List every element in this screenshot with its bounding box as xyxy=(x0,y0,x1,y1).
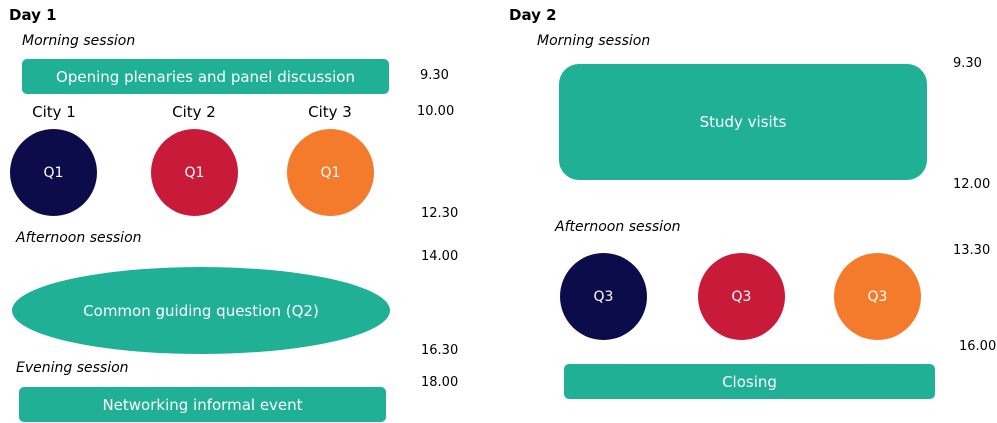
day2-morning-label: Morning session xyxy=(537,33,651,49)
day2-time-1330: 13.30 xyxy=(953,243,991,258)
day1-opening-box: Opening plenaries and panel discussion xyxy=(22,59,389,94)
day2-q3-circle-1: Q3 xyxy=(560,253,647,340)
day1-networking-box: Networking informal event xyxy=(19,387,386,422)
day1-q1-circle-city3: Q1 xyxy=(287,129,374,216)
day1-morning-label: Morning session xyxy=(22,33,136,49)
day2-time-1600: 16.00 xyxy=(959,339,997,354)
day1-city-3: City 3 xyxy=(308,103,352,121)
day2-title: Day 2 xyxy=(509,6,557,24)
day1-time-1000: 10.00 xyxy=(417,104,455,119)
day2-q3-circle-3: Q3 xyxy=(834,253,921,340)
day1-q1-circle-city2: Q1 xyxy=(151,129,238,216)
day1-title: Day 1 xyxy=(9,6,57,24)
day1-afternoon-label: Afternoon session xyxy=(16,230,142,246)
day1-common-question-ellipse: Common guiding question (Q2) xyxy=(12,267,390,354)
day2-time-0930: 9.30 xyxy=(953,56,982,71)
day1-q1-circle-city1: Q1 xyxy=(10,129,97,216)
day2-study-visits-box: Study visits xyxy=(559,64,927,180)
day1-time-1230: 12.30 xyxy=(421,206,459,221)
day1-time-1400: 14.00 xyxy=(421,249,459,264)
day1-evening-label: Evening session xyxy=(16,360,129,376)
day1-city-1: City 1 xyxy=(32,103,76,121)
day1-time-0930: 9.30 xyxy=(420,68,449,83)
day1-time-1630: 16.30 xyxy=(421,343,459,358)
day2-afternoon-label: Afternoon session xyxy=(555,219,681,235)
day2-closing-box: Closing xyxy=(564,364,935,399)
day2-time-1200: 12.00 xyxy=(953,177,991,192)
day1-time-1800: 18.00 xyxy=(421,375,459,390)
day1-city-2: City 2 xyxy=(172,103,216,121)
day2-q3-circle-2: Q3 xyxy=(698,253,785,340)
